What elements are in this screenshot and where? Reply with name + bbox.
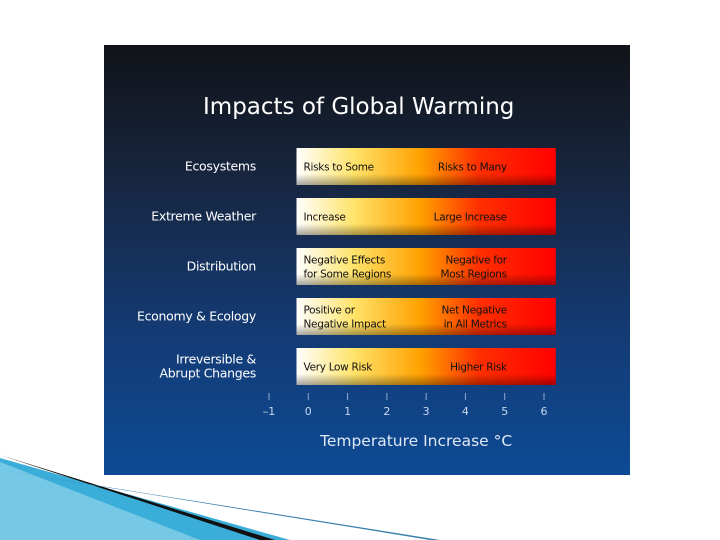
bar-left-text: Risks to Some (304, 162, 374, 174)
impact-row: Economy & Ecology Positive or Negative Imp… (137, 298, 556, 335)
x-tick-label: 4 (462, 405, 469, 418)
impact-row: Ecosystems Risks to Some Risks to Many (185, 148, 556, 185)
x-tick-label: 6 (541, 405, 548, 418)
bar-left-text: Very Low Risk (304, 362, 374, 374)
chart-canvas: Impacts of Global Warming Ecosystems Risk… (137, 94, 556, 450)
x-tick-label: –1 (263, 405, 276, 418)
chart-panel: Impacts of Global Warming Ecosystems Risk… (104, 45, 630, 475)
row-label: Extreme Weather (151, 209, 257, 224)
x-tick-label: 1 (344, 405, 351, 418)
x-tick-label: 0 (305, 405, 312, 418)
bar-right-text: Negative for Most Regions (441, 255, 508, 281)
impact-bar-shade (296, 148, 556, 185)
bar-right-text: Risks to Many (438, 162, 507, 174)
x-axis: –1 0 1 2 3 4 5 6 (263, 393, 548, 418)
chart-title: Impacts of Global Warming (203, 94, 514, 120)
bar-right-text: Net Negative in All Metrics (441, 305, 506, 331)
x-tick-label: 5 (501, 405, 508, 418)
impact-row: Extreme Weather Increase Large Increase (151, 198, 556, 235)
impact-row: Irreversible & Abrupt Changes Very Low Ris… (159, 348, 556, 385)
impact-bar-shade (296, 298, 556, 335)
decor-thin-stroke (0, 470, 440, 540)
row-label: Distribution (187, 259, 256, 274)
row-label: Irreversible & Abrupt Changes (159, 352, 256, 381)
impact-bar-shade (296, 248, 556, 285)
x-tick-label: 3 (423, 405, 430, 418)
bars-group: Ecosystems Risks to Some Risks to Many Extr… (137, 148, 556, 385)
x-axis-title: Temperature Increase °C (319, 432, 512, 450)
impact-bar-shade (296, 348, 556, 385)
bar-left-text: Negative Effects for Some Regions (304, 255, 392, 281)
row-label: Economy & Ecology (137, 309, 257, 324)
bar-right-text: Large Increase (434, 212, 507, 224)
bar-right-text: Higher Risk (450, 362, 508, 374)
row-label: Ecosystems (185, 159, 256, 174)
bar-left-text: Increase (304, 212, 346, 224)
impact-bar-shade (296, 198, 556, 235)
bar-left-text: Positive or Negative Impact (304, 305, 386, 331)
x-tick-label: 2 (383, 405, 390, 418)
impact-row: Distribution Negative Effects for Some Reg… (187, 248, 556, 285)
